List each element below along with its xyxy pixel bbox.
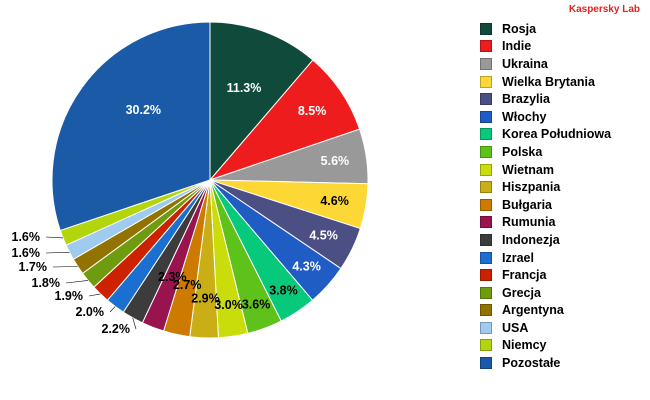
legend-swatch [480,128,492,141]
legend-swatch [480,181,492,194]
legend-label: USA [502,320,529,335]
legend-swatch [480,339,492,352]
legend-swatch [480,357,492,370]
data-label-12: 2.2% [102,322,131,336]
legend-item: Indie [480,38,611,56]
legend-label: Rumunia [502,215,556,230]
leader-line-17 [45,252,70,254]
data-label-11: 2.3% [158,270,187,284]
legend-item: Korea Południowa [480,126,611,144]
legend-swatch [480,22,492,35]
data-label-13: 2.0% [76,305,105,319]
legend-label: Brazylia [502,92,550,107]
data-label-5: 4.3% [292,259,321,273]
kaspersky-lab-label: Kaspersky Lab [568,4,640,15]
legend-item: Polska [480,143,611,161]
legend-label: Indonezja [502,232,560,247]
legend-item: Hiszpania [480,178,611,196]
leader-line-14 [88,293,101,297]
data-label-19: 30.2% [126,103,161,117]
data-label-8: 3.0% [214,298,243,312]
leader-line-18 [45,236,64,239]
data-label-14: 1.9% [55,289,84,303]
data-label-17: 1.6% [12,246,41,260]
legend-item: USA [480,319,611,337]
legend-swatch [480,145,492,158]
legend-item: Rosja [480,20,611,38]
legend: Rosja Indie Ukraina Wielka Brytania Brazylia… [480,20,611,372]
data-label-10: 2.7% [173,278,202,292]
legend-item: Wielka Brytania [480,73,611,91]
data-label-7: 3.6% [242,298,271,312]
legend-swatch [480,251,492,264]
data-label-0: 11.3% [227,81,262,95]
legend-swatch [480,198,492,211]
legend-item: Wietnam [480,161,611,179]
legend-label: Indie [502,39,532,54]
legend-label: Bułgaria [502,197,553,212]
legend-item: Izrael [480,249,611,267]
data-label-4: 4.5% [309,228,338,242]
legend-label: Pozostałe [502,356,561,371]
legend-label: Rosja [502,21,537,36]
legend-item: Indonezja [480,231,611,249]
legend-item: Bułgaria [480,196,611,214]
pie-slice-1 [208,59,361,182]
legend-swatch [480,163,492,176]
legend-swatch [480,57,492,70]
legend-label: Izrael [502,250,534,265]
legend-swatch [480,93,492,106]
legend-label: Wielka Brytania [502,74,595,89]
legend-label: Francja [502,268,547,283]
legend-label: Hiszpania [502,180,561,195]
legend-label: Wietnam [502,162,554,177]
legend-swatch [480,286,492,299]
pie-svg: 11.3% 8.5% 5.6% 4.6% 4.5% 4.3% 3.8%3.6%3.0%2.9… [12,21,369,339]
legend-swatch [480,321,492,334]
legend-swatch [480,269,492,282]
legend-swatch [480,75,492,88]
data-label-18: 1.6% [12,230,41,244]
legend-item: Pozostałe [480,354,611,372]
leader-line-16 [52,266,78,268]
legend-label: Ukraina [502,56,548,71]
legend-item: Ukraina [480,55,611,73]
legend-swatch [480,216,492,229]
data-label-1: 8.5% [298,104,327,118]
legend-item: Argentyna [480,302,611,320]
legend-swatch [480,233,492,246]
data-label-16: 1.7% [19,260,48,274]
leader-line-13 [109,306,116,313]
legend-swatch [480,110,492,123]
data-label-15: 1.8% [32,276,61,290]
legend-label: Polska [502,144,543,159]
legend-label: Grecja [502,285,541,300]
legend-label: Włochy [502,109,547,124]
leader-line-12 [132,317,137,330]
legend-swatch [480,40,492,53]
legend-item: Francja [480,266,611,284]
data-label-2: 5.6% [321,154,350,168]
pie-slice-0 [209,21,314,182]
data-label-3: 4.6% [320,194,349,208]
legend-item: Grecja [480,284,611,302]
legend-label: Korea Południowa [502,127,612,142]
legend-item: Rumunia [480,214,611,232]
legend-swatch [480,304,492,317]
legend-label: Niemcy [502,338,547,353]
data-label-6: 3.8% [269,284,298,298]
data-label-9: 2.9% [191,291,220,305]
legend-label: Argentyna [502,303,564,318]
legend-item: Włochy [480,108,611,126]
pie-slice-19 [51,21,211,232]
legend-item: Niemcy [480,337,611,355]
legend-item: Brazylia [480,90,611,108]
leader-line-15 [65,280,89,284]
